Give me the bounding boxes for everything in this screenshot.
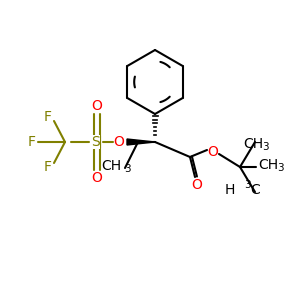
- Text: F: F: [44, 110, 52, 124]
- Text: O: O: [192, 178, 203, 192]
- Text: CH: CH: [101, 159, 121, 173]
- Text: O: O: [208, 145, 218, 159]
- Text: O: O: [114, 135, 124, 149]
- Text: C: C: [250, 183, 260, 197]
- Text: CH: CH: [243, 137, 263, 151]
- Text: F: F: [44, 160, 52, 174]
- Text: 3: 3: [124, 164, 130, 174]
- Text: CH: CH: [258, 158, 278, 172]
- Text: 3: 3: [277, 163, 284, 173]
- Text: F: F: [28, 135, 36, 149]
- Text: S: S: [92, 135, 100, 149]
- Text: 3: 3: [262, 142, 268, 152]
- Text: 3: 3: [244, 180, 250, 190]
- Text: O: O: [92, 171, 102, 185]
- Text: O: O: [92, 99, 102, 113]
- Polygon shape: [127, 139, 155, 145]
- Text: H: H: [225, 183, 235, 197]
